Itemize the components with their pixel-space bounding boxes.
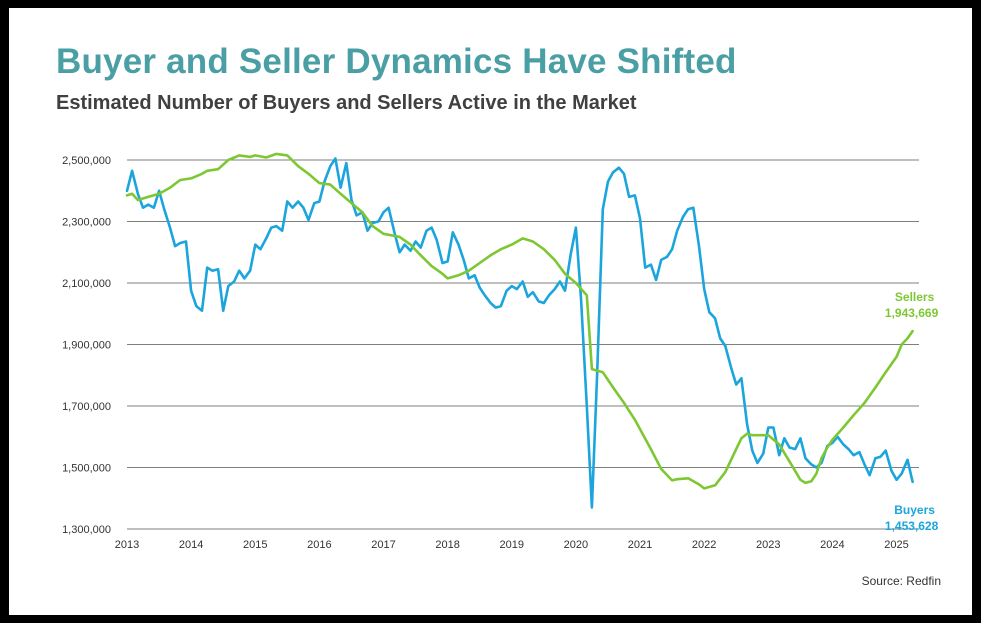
series-line-sellers: [125, 152, 914, 490]
y-tick-label: 1,700,000: [62, 401, 111, 413]
series-line-buyers: [125, 157, 914, 509]
x-tick-label: 2020: [564, 539, 588, 551]
x-tick-label: 2016: [307, 539, 331, 551]
y-tick-label: 1,900,000: [62, 340, 111, 352]
x-tick-label: 2017: [371, 539, 395, 551]
y-tick-label: 1,500,000: [62, 463, 111, 475]
y-tick-label: 2,500,000: [62, 155, 111, 167]
x-axis-ticks: 2013 2014 2015 2016 2017 2018 2019 2020 2021 2022…: [115, 539, 909, 551]
x-tick-label: 2023: [756, 539, 780, 551]
series-name-label: Sellers: [895, 290, 935, 304]
series-end-value: 1,453,628: [885, 519, 939, 533]
y-tick-label: 2,100,000: [62, 278, 111, 290]
x-tick-label: 2015: [243, 539, 267, 551]
grid-lines: [127, 159, 919, 530]
y-axis-ticks: 1,300,000 1,500,000 1,700,000 1,900,000 2,10…: [62, 155, 111, 536]
x-tick-label: 2014: [179, 539, 203, 551]
series-name-label: Buyers: [894, 503, 935, 517]
y-tick-label: 1,300,000: [62, 524, 111, 536]
chart-title: Buyer and Seller Dynamics Have Shifted: [56, 42, 737, 81]
series-end-value: 1,943,669: [885, 306, 939, 320]
y-tick-label: 2,300,000: [62, 217, 111, 229]
source-note: Source: Redfin: [861, 574, 941, 588]
x-tick-label: 2025: [884, 539, 908, 551]
chart-card: Buyer and Seller Dynamics Have Shifted E…: [9, 8, 972, 615]
x-tick-label: 2021: [628, 539, 652, 551]
x-tick-label: 2019: [500, 539, 524, 551]
x-tick-label: 2013: [115, 539, 139, 551]
line-chart: 1,300,000 1,500,000 1,700,000 1,900,000 2,10…: [62, 152, 939, 551]
series-lines: [125, 152, 914, 509]
x-tick-label: 2024: [820, 539, 844, 551]
x-tick-label: 2022: [692, 539, 716, 551]
chart-subtitle: Estimated Number of Buyers and Sellers A…: [56, 92, 637, 114]
series-labels: Buyers 1,453,628 Sellers 1,943,669: [885, 290, 939, 533]
x-tick-label: 2018: [435, 539, 459, 551]
